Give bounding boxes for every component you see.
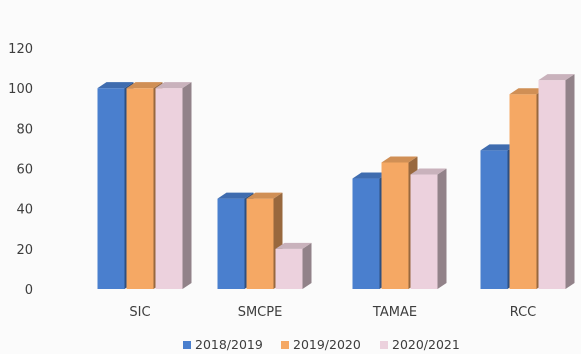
bar-smcpe-2020-2021 bbox=[275, 242, 312, 289]
bar-top-face bbox=[538, 74, 575, 81]
category-label: SIC bbox=[129, 305, 150, 320]
bar-top-face bbox=[509, 88, 546, 95]
bar-top-face bbox=[97, 82, 134, 89]
legend-swatch bbox=[380, 341, 388, 349]
bar-area bbox=[97, 74, 575, 290]
bar-front-face bbox=[217, 198, 245, 289]
bar-top-face bbox=[246, 192, 283, 199]
bar-sic-2020-2021 bbox=[155, 82, 192, 290]
category-label: TAMAE bbox=[372, 305, 417, 320]
bar-rcc-2020-2021 bbox=[538, 74, 575, 289]
bar-top-face bbox=[381, 156, 418, 163]
bar-top-face bbox=[410, 168, 447, 175]
bar-front-face bbox=[275, 248, 303, 289]
y-tick-label: 100 bbox=[8, 82, 33, 97]
bar-front-face bbox=[246, 198, 274, 289]
bar-front-face bbox=[509, 94, 537, 289]
bar-front-face bbox=[97, 88, 125, 290]
legend-label: 2018/2019 bbox=[195, 337, 263, 352]
category-label: SMCPE bbox=[238, 305, 283, 320]
bar-top-face bbox=[275, 242, 312, 249]
legend-label: 2020/2021 bbox=[392, 337, 460, 352]
bar-top-face bbox=[155, 82, 192, 89]
category-label: RCC bbox=[510, 305, 537, 320]
x-axis: SIC SMCPE TAMAE RCC bbox=[129, 305, 536, 320]
bar-tamae-2020-2021 bbox=[410, 168, 447, 289]
bar-front-face bbox=[410, 174, 438, 289]
legend-swatch bbox=[183, 341, 191, 349]
legend-swatch bbox=[281, 341, 289, 349]
bar-front-face bbox=[155, 88, 183, 290]
bar-front-face bbox=[126, 88, 154, 290]
legend-label: 2019/2020 bbox=[293, 337, 361, 352]
bar-top-face bbox=[217, 192, 254, 199]
y-tick-label: 20 bbox=[16, 243, 33, 258]
bar-top-face bbox=[126, 82, 163, 89]
bar-front-face bbox=[381, 162, 409, 289]
bar-side-face bbox=[437, 168, 447, 289]
bar-front-face bbox=[480, 150, 508, 289]
bar-front-face bbox=[538, 80, 566, 289]
y-tick-label: 60 bbox=[16, 163, 33, 178]
legend: 2018/2019 2019/2020 2020/2021 bbox=[183, 337, 460, 352]
bar-side-face bbox=[182, 82, 192, 290]
y-tick-label: 120 bbox=[8, 42, 33, 57]
bar-top-face bbox=[352, 172, 389, 179]
bar-side-face bbox=[565, 74, 575, 289]
bar-front-face bbox=[352, 178, 380, 289]
bar-side-face bbox=[302, 242, 312, 289]
bar-top-face bbox=[480, 144, 517, 151]
y-axis: 0 20 40 60 80 100 120 bbox=[8, 42, 33, 298]
y-tick-label: 0 bbox=[25, 283, 33, 298]
y-tick-label: 80 bbox=[16, 122, 33, 137]
y-tick-label: 40 bbox=[16, 203, 33, 218]
